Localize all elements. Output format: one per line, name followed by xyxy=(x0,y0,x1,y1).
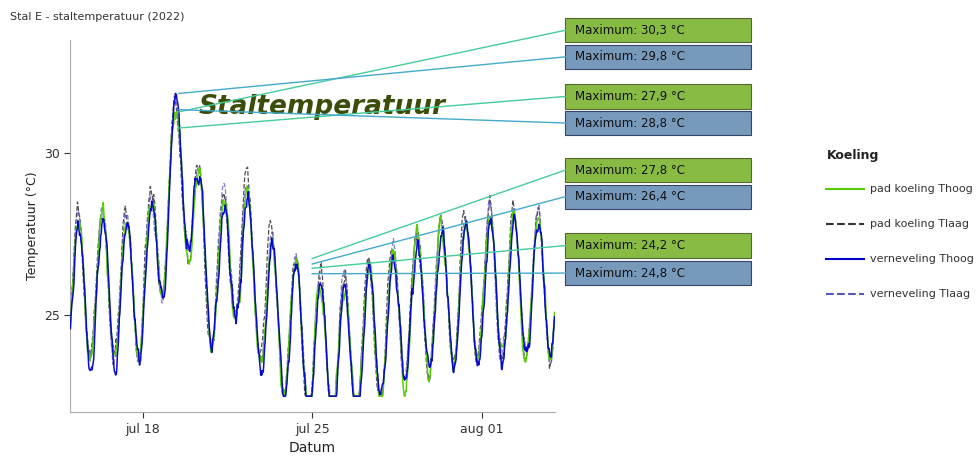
Text: Stal E - staltemperatuur (2022): Stal E - staltemperatuur (2022) xyxy=(10,12,184,21)
Text: Staltemperatuur: Staltemperatuur xyxy=(198,94,446,120)
Y-axis label: Temperatuur (°C): Temperatuur (°C) xyxy=(25,171,38,281)
Text: Maximum: 26,4 °C: Maximum: 26,4 °C xyxy=(574,190,685,203)
Text: Maximum: 28,8 °C: Maximum: 28,8 °C xyxy=(574,116,684,130)
X-axis label: Datum: Datum xyxy=(288,441,336,455)
Text: Koeling: Koeling xyxy=(826,149,878,162)
Text: Maximum: 27,9 °C: Maximum: 27,9 °C xyxy=(574,90,685,103)
Text: Maximum: 27,8 °C: Maximum: 27,8 °C xyxy=(574,164,684,177)
Text: pad koeling Tlaag: pad koeling Tlaag xyxy=(870,219,968,229)
Text: pad koeling Thoog: pad koeling Thoog xyxy=(870,184,972,194)
Text: Maximum: 24,2 °C: Maximum: 24,2 °C xyxy=(574,239,685,252)
Text: verneveling Thoog: verneveling Thoog xyxy=(870,254,973,264)
Text: Maximum: 30,3 °C: Maximum: 30,3 °C xyxy=(574,24,684,37)
Text: Maximum: 24,8 °C: Maximum: 24,8 °C xyxy=(574,267,684,280)
Text: Maximum: 29,8 °C: Maximum: 29,8 °C xyxy=(574,50,684,63)
Text: verneveling Tlaag: verneveling Tlaag xyxy=(870,288,969,299)
